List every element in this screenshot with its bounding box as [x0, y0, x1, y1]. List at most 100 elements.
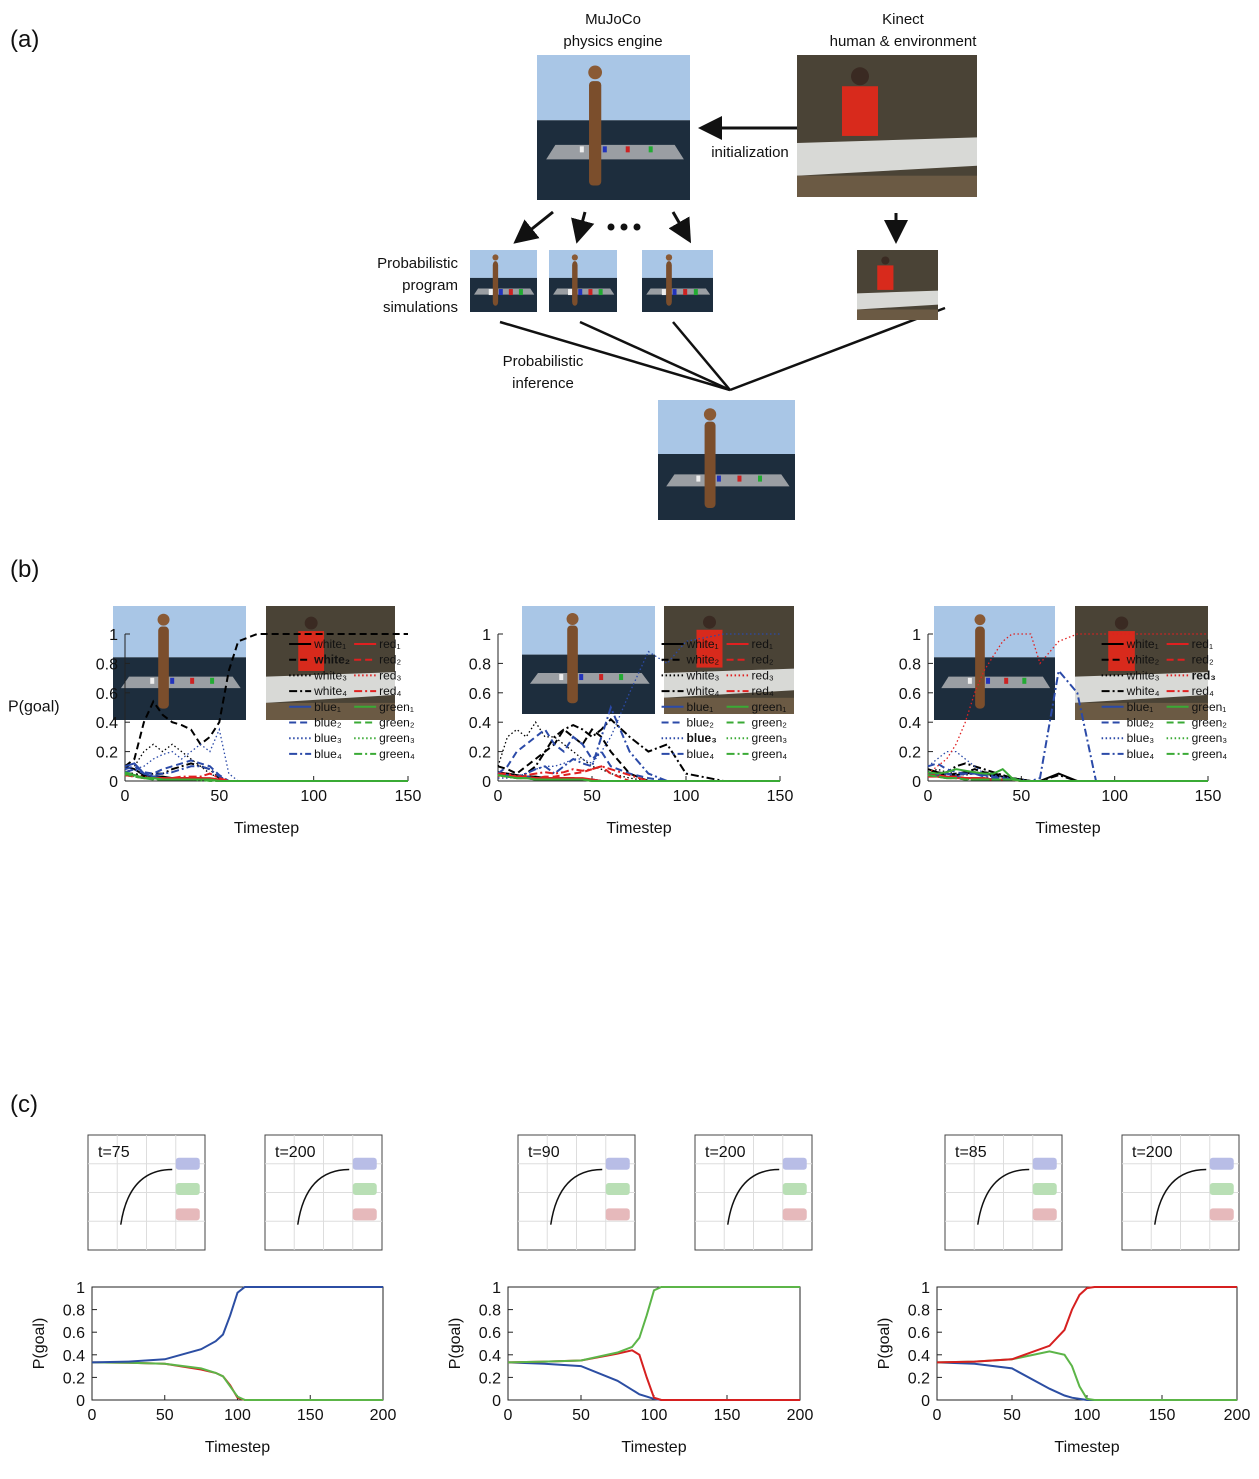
legend-label: green₁	[1192, 700, 1227, 714]
block	[578, 289, 582, 295]
floor	[658, 454, 795, 520]
x-tick-label: 100	[1074, 1407, 1101, 1424]
body	[705, 422, 716, 508]
block	[579, 674, 583, 680]
legend-label: blue₃	[1127, 731, 1155, 745]
sim-image	[658, 400, 795, 520]
series-line	[508, 1287, 800, 1362]
x-tick-label: 100	[673, 788, 700, 805]
legend-label: red₁	[1192, 637, 1213, 651]
x-tick-label: 150	[395, 788, 422, 805]
legend-label: white₂	[1126, 653, 1160, 667]
y-tick-label: 0.4	[63, 1348, 85, 1365]
floor	[470, 278, 537, 312]
x-tick-label: 0	[504, 1407, 513, 1424]
goal-car	[176, 1183, 200, 1195]
sim-image	[470, 250, 537, 312]
legend-label: red₁	[379, 637, 400, 651]
block	[673, 289, 677, 295]
head	[572, 254, 578, 260]
body	[589, 81, 601, 185]
y-tick-label: 0.2	[469, 745, 491, 762]
y-tick-label: 0	[76, 1393, 85, 1410]
table	[530, 673, 650, 684]
head	[492, 254, 498, 260]
x-tick-label: 100	[641, 1407, 668, 1424]
legend-label: red₂	[752, 653, 774, 667]
sky	[470, 250, 537, 278]
head	[158, 614, 170, 626]
head	[704, 408, 716, 420]
head	[881, 256, 889, 264]
goal-car	[1210, 1158, 1234, 1170]
scene-time: t=200	[275, 1144, 316, 1161]
block	[519, 289, 523, 295]
body	[666, 261, 672, 306]
sky	[642, 250, 713, 278]
block	[619, 674, 623, 680]
x-tick-label: 100	[300, 788, 327, 805]
scene-panel: t=200	[695, 1135, 812, 1250]
block	[603, 146, 607, 152]
legend-label: red₂	[1192, 653, 1214, 667]
head	[666, 254, 672, 260]
legend-label: white₄	[313, 684, 347, 698]
legend-label: green₂	[1192, 716, 1228, 730]
x-tick-label: 50	[1003, 1407, 1021, 1424]
x-tick-label: 150	[297, 1407, 324, 1424]
y-axis-label: P(goal)	[447, 1318, 464, 1370]
series-line	[508, 1350, 800, 1400]
table	[121, 677, 241, 688]
x-axis-label: Timestep	[621, 1439, 686, 1456]
x-tick-label: 0	[494, 788, 503, 805]
x-tick-label: 150	[714, 1407, 741, 1424]
series-line	[937, 1287, 1237, 1362]
y-tick-label: 0.4	[469, 715, 491, 732]
block	[489, 289, 493, 295]
floor	[797, 176, 977, 197]
block	[210, 678, 214, 684]
legend-label: white₄	[1126, 684, 1160, 698]
sim-image	[549, 250, 617, 312]
legend-label: white₂	[686, 653, 720, 667]
y-tick-label: 0.4	[479, 1348, 501, 1365]
goal-car	[353, 1208, 377, 1220]
figure: (a) (b) (c) MuJoCo physics engine Kinect…	[0, 0, 1259, 1479]
sim-image	[113, 606, 246, 720]
y-tick-label: 0.6	[96, 686, 118, 703]
y-axis-label: P(goal)	[31, 1318, 48, 1370]
y-tick-label: 0.8	[63, 1303, 85, 1320]
y-tick-label: 1	[921, 1280, 930, 1297]
x-tick-label: 100	[1101, 788, 1128, 805]
shirt	[842, 86, 878, 136]
y-tick-label: 1	[912, 627, 921, 644]
scene-time: t=200	[1132, 1144, 1173, 1161]
legend-label: blue₁	[1127, 700, 1154, 714]
x-axis-label: Timestep	[205, 1439, 270, 1456]
block	[986, 678, 990, 684]
x-axis-label: Timestep	[234, 820, 299, 837]
block	[1004, 678, 1008, 684]
body	[567, 625, 578, 703]
y-tick-label: 0.6	[63, 1325, 85, 1342]
legend-label: green₁	[752, 700, 787, 714]
body	[975, 627, 985, 709]
x-tick-label: 0	[933, 1407, 942, 1424]
x-tick-label: 200	[787, 1407, 814, 1424]
series-line	[508, 1362, 800, 1400]
block	[599, 289, 603, 295]
floor	[857, 310, 938, 321]
y-tick-label: 0	[912, 774, 921, 791]
block	[968, 678, 972, 684]
legend-label: red₃	[1192, 668, 1216, 682]
kinect-title: human & environment	[830, 33, 978, 50]
legend-label: white₂	[313, 653, 350, 667]
x-tick-label: 0	[924, 788, 933, 805]
engine-title: physics engine	[563, 33, 662, 50]
goal-car	[1033, 1158, 1057, 1170]
sky	[934, 606, 1055, 657]
engine-title: MuJoCo	[585, 11, 641, 28]
floor	[549, 278, 617, 312]
table	[474, 288, 534, 294]
series-line	[92, 1362, 383, 1400]
